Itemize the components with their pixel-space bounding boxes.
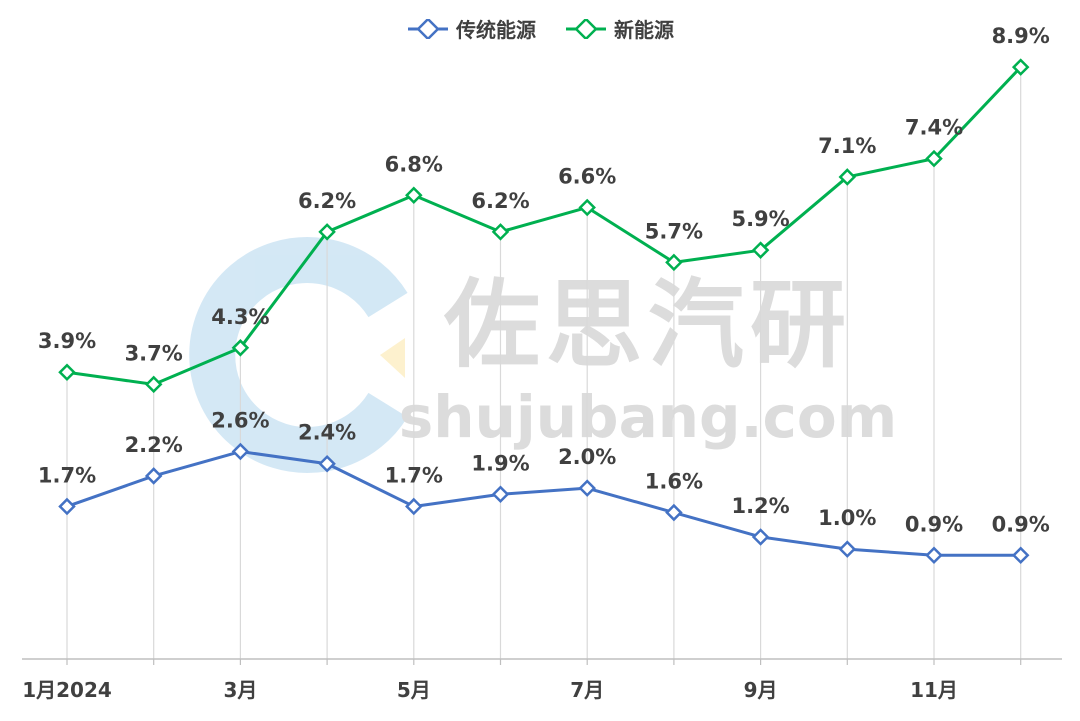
data-point-marker [405, 497, 423, 516]
data-label: 6.6% [558, 164, 616, 188]
data-point-marker [491, 485, 510, 504]
data-label: 6.2% [298, 189, 356, 213]
data-label: 2.6% [211, 409, 269, 433]
data-label: 1.0% [818, 506, 876, 530]
data-point-marker [578, 479, 596, 497]
data-point-marker [838, 168, 857, 186]
data-point-marker [838, 540, 857, 558]
watermark-domain: shujubang.com [399, 383, 897, 451]
data-point-marker [751, 528, 770, 546]
data-label: 0.9% [992, 512, 1050, 536]
series-0: 1.7% 2.2% 2.6% 2.4% 1.7% 1.9% 2.0% 1.6% 1.2% 1.0%… [38, 409, 1050, 565]
data-point-marker [751, 241, 770, 259]
data-point-marker [318, 223, 336, 241]
x-tick-label: 5月 [397, 678, 431, 702]
data-label: 6.2% [471, 189, 529, 213]
legend-item-new-energy: 新能源 [564, 14, 674, 43]
data-point-marker [925, 546, 943, 565]
data-label: 7.1% [818, 134, 876, 158]
data-label: 1.6% [645, 470, 703, 494]
data-point-marker [405, 186, 423, 205]
data-point-marker [925, 149, 943, 168]
legend-swatch-new-energy-icon [566, 18, 606, 39]
data-point-marker [58, 363, 76, 381]
data-label: 5.7% [645, 219, 703, 243]
data-label: 8.9% [992, 24, 1050, 48]
data-point-marker [231, 339, 250, 357]
data-label: 2.0% [558, 445, 616, 469]
x-tick-label: 1月2024 [22, 678, 112, 702]
legend-label-new-energy: 新能源 [614, 18, 674, 42]
series-line [66, 450, 1021, 557]
x-axis-ticks: 1月2024 3月 5月 7月 9月 11月 [22, 659, 1022, 702]
data-label: 7.4% [905, 116, 963, 140]
data-label: 4.3% [211, 305, 269, 329]
data-label: 1.7% [385, 463, 443, 487]
data-point-marker [144, 467, 163, 485]
series-line [66, 66, 1022, 386]
data-point-marker [491, 223, 510, 241]
data-point-marker [1011, 546, 1030, 565]
watermark-name: 佐思汽研 [443, 269, 852, 381]
data-point-marker [58, 497, 76, 516]
data-label: 3.7% [125, 341, 183, 365]
data-point-marker [665, 503, 683, 522]
x-tick-label: 9月 [744, 678, 778, 702]
data-label: 5.9% [731, 207, 789, 231]
x-tick-label: 7月 [570, 678, 604, 702]
data-point-marker [1011, 58, 1030, 76]
data-label: 1.7% [38, 463, 96, 487]
data-label: 1.9% [471, 451, 529, 475]
legend: 传统能源 新能源 [0, 14, 1080, 43]
data-label: 2.2% [125, 433, 183, 457]
data-label: 0.9% [905, 512, 963, 536]
grid [66, 67, 1022, 659]
series-1: 3.9% 3.7% 4.3% 6.2% 6.8% 6.2% 6.6% 5.7% 5.9% 7.1%… [38, 24, 1050, 394]
x-tick-label: 3月 [223, 678, 257, 702]
series-group: 1.7% 2.2% 2.6% 2.4% 1.7% 1.9% 2.0% 1.6% 1.2% 1.0%… [38, 24, 1050, 565]
data-point-marker [665, 253, 683, 272]
data-label: 6.8% [385, 152, 443, 176]
data-label: 1.2% [731, 494, 789, 518]
legend-label-traditional: 传统能源 [456, 18, 536, 42]
data-label: 2.4% [298, 421, 356, 445]
legend-item-traditional: 传统能源 [406, 14, 536, 43]
data-label: 3.9% [38, 329, 96, 353]
data-point-marker [318, 454, 336, 473]
data-point-marker [578, 198, 596, 217]
data-point-marker [231, 442, 250, 461]
data-point-marker [144, 375, 163, 394]
legend-swatch-traditional-icon [408, 18, 448, 39]
x-tick-label: 11月 [910, 678, 958, 702]
